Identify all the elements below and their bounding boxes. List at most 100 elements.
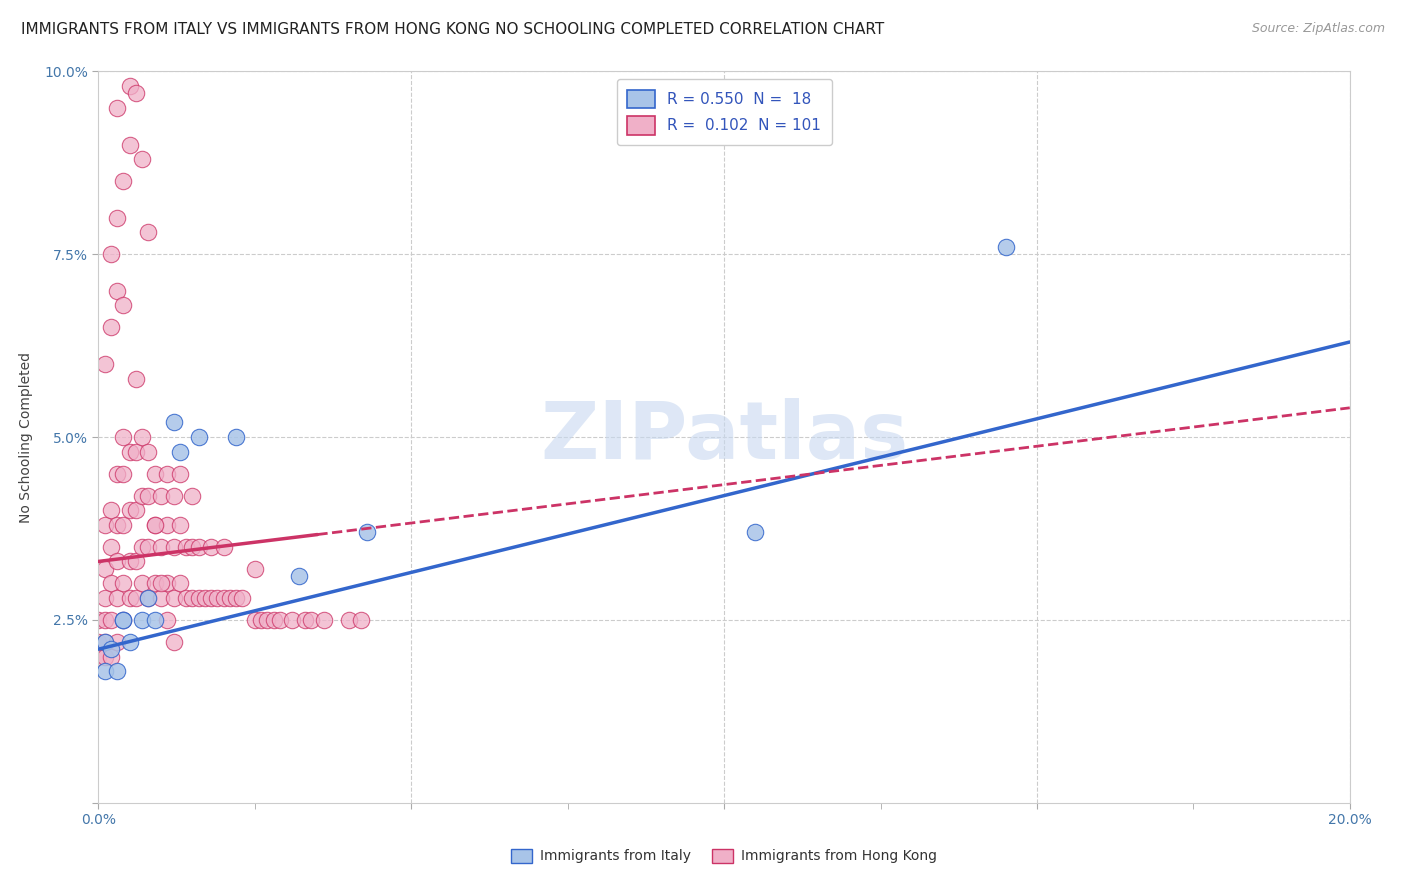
Point bbox=[231, 591, 253, 605]
Point bbox=[350, 613, 373, 627]
Point bbox=[744, 525, 766, 540]
Point bbox=[100, 320, 122, 334]
Point bbox=[212, 540, 235, 554]
Point bbox=[138, 540, 160, 554]
Point bbox=[299, 613, 322, 627]
Point bbox=[225, 591, 247, 605]
Point bbox=[131, 613, 153, 627]
Point bbox=[143, 467, 166, 481]
Point bbox=[187, 540, 209, 554]
Point bbox=[93, 591, 115, 605]
Point bbox=[118, 137, 141, 152]
Point bbox=[200, 591, 222, 605]
Point bbox=[250, 613, 273, 627]
Point bbox=[105, 284, 128, 298]
Point bbox=[269, 613, 291, 627]
Point bbox=[169, 444, 191, 458]
Point bbox=[150, 540, 173, 554]
Point bbox=[194, 591, 217, 605]
Point bbox=[118, 554, 141, 568]
Point bbox=[105, 517, 128, 532]
Point bbox=[156, 576, 179, 591]
Point bbox=[169, 576, 191, 591]
Point bbox=[105, 211, 128, 225]
Point bbox=[156, 467, 179, 481]
Point bbox=[162, 635, 184, 649]
Point bbox=[138, 225, 160, 239]
Point bbox=[118, 591, 141, 605]
Point bbox=[125, 591, 148, 605]
Point bbox=[143, 517, 166, 532]
Point bbox=[143, 613, 166, 627]
Point bbox=[100, 247, 122, 261]
Point bbox=[93, 357, 115, 371]
Point bbox=[312, 613, 335, 627]
Point bbox=[162, 489, 184, 503]
Point bbox=[93, 635, 115, 649]
Point bbox=[169, 467, 191, 481]
Point bbox=[143, 517, 166, 532]
Point bbox=[125, 87, 148, 101]
Text: IMMIGRANTS FROM ITALY VS IMMIGRANTS FROM HONG KONG NO SCHOOLING COMPLETED CORREL: IMMIGRANTS FROM ITALY VS IMMIGRANTS FROM… bbox=[21, 22, 884, 37]
Point bbox=[337, 613, 360, 627]
Point bbox=[294, 613, 316, 627]
Point bbox=[143, 576, 166, 591]
Point bbox=[105, 664, 128, 678]
Point bbox=[112, 298, 135, 312]
Point bbox=[256, 613, 278, 627]
Point bbox=[93, 649, 115, 664]
Point bbox=[100, 613, 122, 627]
Point bbox=[207, 591, 229, 605]
Point bbox=[138, 591, 160, 605]
Point bbox=[125, 371, 148, 385]
Point bbox=[169, 517, 191, 532]
Point bbox=[125, 503, 148, 517]
Point bbox=[112, 174, 135, 188]
Point bbox=[156, 517, 179, 532]
Point bbox=[243, 613, 266, 627]
Point bbox=[87, 649, 110, 664]
Point bbox=[100, 642, 122, 657]
Point bbox=[138, 489, 160, 503]
Point bbox=[174, 591, 197, 605]
Point bbox=[138, 591, 160, 605]
Point bbox=[100, 503, 122, 517]
Point bbox=[118, 503, 141, 517]
Point bbox=[131, 540, 153, 554]
Point bbox=[100, 540, 122, 554]
Point bbox=[150, 576, 173, 591]
Point bbox=[218, 591, 240, 605]
Point bbox=[105, 635, 128, 649]
Point bbox=[118, 635, 141, 649]
Point bbox=[281, 613, 304, 627]
Point bbox=[181, 489, 204, 503]
Point bbox=[105, 101, 128, 115]
Point bbox=[100, 576, 122, 591]
Point bbox=[150, 591, 173, 605]
Y-axis label: No Schooling Completed: No Schooling Completed bbox=[20, 351, 32, 523]
Point bbox=[93, 562, 115, 576]
Point bbox=[200, 540, 222, 554]
Point bbox=[174, 540, 197, 554]
Point bbox=[162, 540, 184, 554]
Point bbox=[263, 613, 285, 627]
Point bbox=[212, 591, 235, 605]
Point bbox=[112, 517, 135, 532]
Point bbox=[225, 430, 247, 444]
Point bbox=[100, 649, 122, 664]
Point bbox=[112, 613, 135, 627]
Point bbox=[112, 613, 135, 627]
Point bbox=[105, 591, 128, 605]
Point bbox=[112, 467, 135, 481]
Point bbox=[994, 240, 1017, 254]
Point bbox=[93, 664, 115, 678]
Point bbox=[93, 635, 115, 649]
Point bbox=[112, 576, 135, 591]
Point bbox=[181, 591, 204, 605]
Text: ZIPatlas: ZIPatlas bbox=[540, 398, 908, 476]
Point bbox=[187, 591, 209, 605]
Text: Source: ZipAtlas.com: Source: ZipAtlas.com bbox=[1251, 22, 1385, 36]
Point bbox=[138, 444, 160, 458]
Point bbox=[131, 430, 153, 444]
Point bbox=[156, 613, 179, 627]
